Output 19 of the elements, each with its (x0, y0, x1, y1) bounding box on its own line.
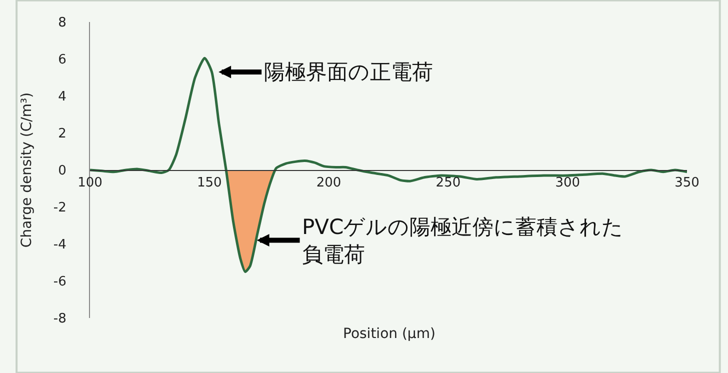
x-axis-title: Position (μm) (343, 326, 436, 342)
y-tick-label: 6 (58, 52, 66, 68)
x-tick-label: 300 (555, 176, 580, 191)
y-tick-label: 4 (58, 90, 66, 105)
x-tick-label: 150 (196, 176, 222, 191)
x-tick-label: 200 (316, 176, 342, 191)
y-tick-label: 0 (58, 164, 66, 179)
annotation: 陽極界面の正電荷 (264, 60, 433, 84)
y-tick-label: -2 (53, 200, 66, 216)
x-tick-label: 250 (436, 176, 461, 191)
x-tick-label: 350 (674, 176, 700, 191)
y-axis-title: Charge density (C/m³) (19, 92, 36, 248)
annotation: PVCゲルの陽極近傍に蓄積された負電荷 (302, 215, 624, 266)
y-tick-label: -4 (53, 238, 66, 253)
y-tick-label: -8 (53, 312, 66, 327)
x-tick-label: 100 (78, 176, 102, 191)
y-tick-label: 2 (58, 126, 66, 142)
y-tick-label: -6 (53, 274, 66, 290)
y-tick-label: 8 (58, 16, 66, 31)
